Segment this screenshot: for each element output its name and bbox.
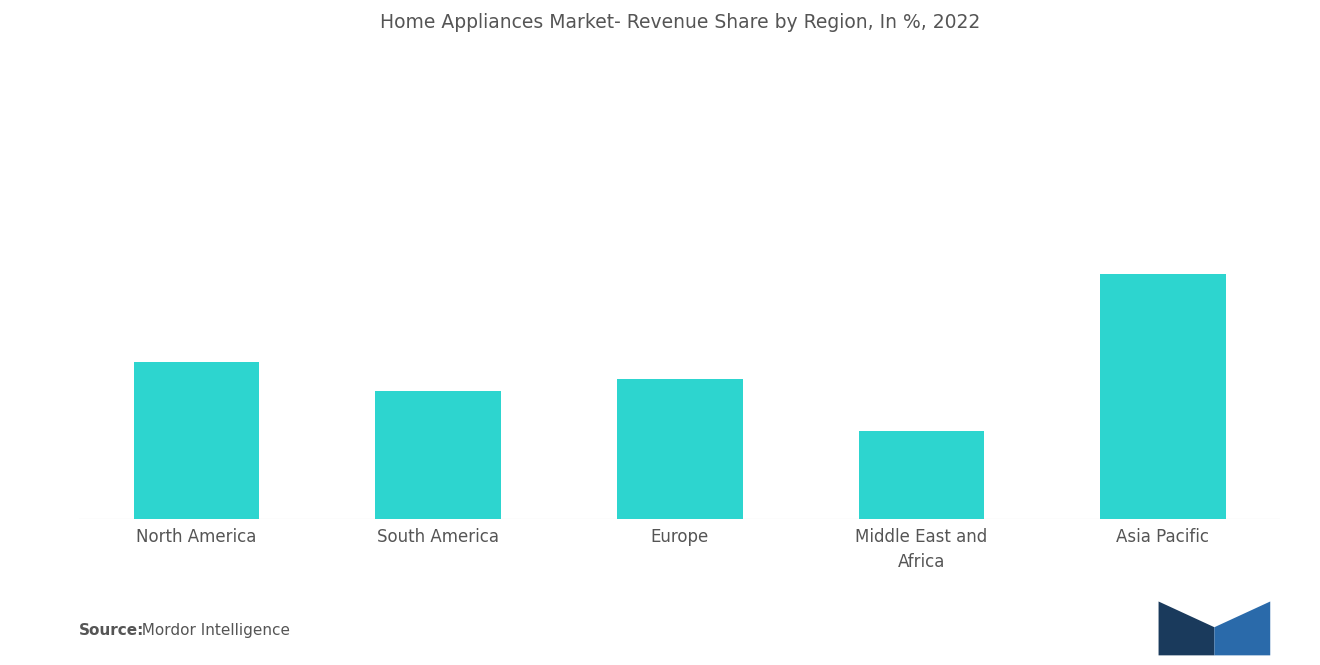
- Polygon shape: [1214, 601, 1270, 656]
- Bar: [1100, 274, 1226, 519]
- Bar: [133, 362, 260, 519]
- Bar: [616, 379, 743, 519]
- Title: Home Appliances Market- Revenue Share by Region, In %, 2022: Home Appliances Market- Revenue Share by…: [380, 13, 979, 32]
- Bar: [858, 432, 985, 519]
- Text: Source:: Source:: [79, 623, 145, 638]
- Bar: [375, 390, 502, 519]
- Polygon shape: [1159, 601, 1214, 656]
- Text: Mordor Intelligence: Mordor Intelligence: [132, 623, 290, 638]
